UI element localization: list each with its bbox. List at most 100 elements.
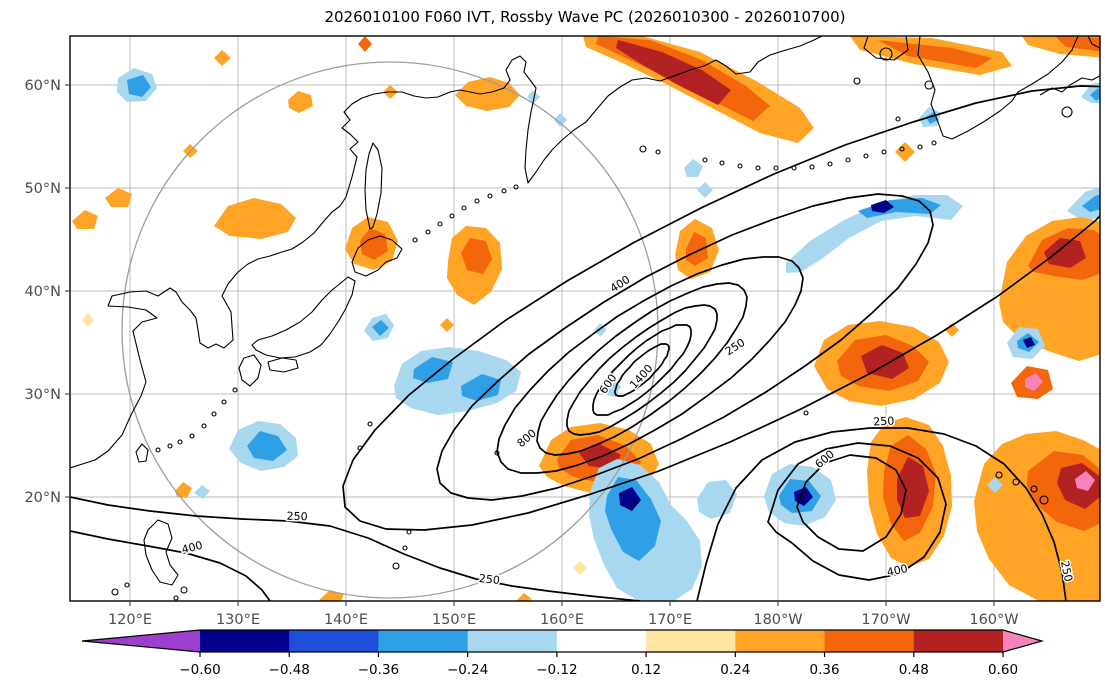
anomaly-region-dark_red: [861, 345, 909, 379]
ivt-contour-800: [536, 282, 748, 456]
anomaly-region-navy: [619, 487, 641, 511]
island: [449, 213, 455, 219]
island: [437, 221, 443, 227]
island: [189, 433, 195, 439]
anomaly-region-navy: [1023, 337, 1035, 348]
lat-tick-label: 40°N: [24, 284, 61, 300]
ivt-contour-600: [796, 454, 907, 552]
anomaly-region-orange: [288, 91, 313, 113]
colorbar-segment: [913, 630, 1004, 652]
anomaly-region-pale_blue: [697, 182, 713, 198]
shaded-anomaly-layer: [72, 36, 1100, 601]
coastline-layer: [70, 36, 1100, 601]
coastline: [267, 357, 299, 373]
island: [501, 188, 507, 194]
coastline: [251, 276, 356, 359]
anomaly-region-red: [461, 238, 492, 274]
anomaly-region-orange: [72, 210, 98, 229]
lon-tick-label: 120°E: [108, 612, 152, 628]
island: [177, 439, 183, 445]
colorbar-tick-label: −0.60: [179, 662, 220, 678]
anomaly-region-pale_yellow: [82, 313, 94, 327]
island: [853, 77, 861, 85]
colorbar-tick-label: 0.60: [988, 662, 1018, 678]
anomaly-region-red: [358, 36, 372, 52]
lat-tick-label: 20°N: [24, 490, 61, 506]
lon-tick-label: 170°W: [861, 612, 910, 628]
island: [232, 387, 238, 393]
anomaly-region-dark_red: [1044, 238, 1086, 268]
island: [702, 157, 708, 163]
coastline: [143, 519, 179, 586]
lon-tick-label: 170°E: [648, 612, 692, 628]
island: [124, 582, 130, 588]
anomaly-region-orange: [516, 593, 532, 601]
colorbar-under-arrow: [82, 630, 200, 652]
island: [755, 165, 761, 171]
lon-tick-label: 140°E: [324, 612, 368, 628]
colorbar-tick-label: −0.36: [358, 662, 399, 678]
island: [737, 163, 743, 169]
anomaly-region-orange: [440, 318, 454, 332]
island: [917, 144, 923, 150]
island: [995, 471, 1003, 479]
colorbar-tick-label: −0.12: [536, 662, 577, 678]
colorbar-segment: [735, 630, 826, 652]
island: [513, 184, 519, 190]
colorbar-tick-label: −0.24: [447, 662, 488, 678]
island: [180, 586, 188, 594]
coastline: [364, 142, 383, 230]
island: [827, 161, 833, 167]
island: [773, 165, 779, 171]
anomaly-region-blue: [247, 431, 287, 461]
anomaly-region-orange: [214, 198, 296, 239]
anomaly-region-pale_blue: [527, 90, 540, 104]
colorbar-tick-label: −0.48: [269, 662, 310, 678]
anomaly-region-pale_blue: [697, 480, 737, 519]
axis-layer: 120°E 130°E 140°E 150°E 160°E 170°E 180°W 170°W…: [24, 78, 1018, 628]
anomaly-region-dark_red: [616, 40, 731, 105]
anomaly-region-blue: [1082, 194, 1100, 212]
great-circle-ring: [121, 61, 659, 599]
island: [402, 545, 408, 551]
colorbar: −0.60 −0.48 −0.36 −0.24 −0.12 0.12 0.24 0.36 0.4…: [81, 629, 1045, 678]
coastline: [135, 443, 149, 463]
coastline: [351, 235, 403, 277]
ivt-contour-250: [696, 427, 1067, 601]
anomaly-region-orange: [455, 77, 520, 111]
island: [155, 447, 161, 453]
island: [803, 410, 809, 416]
chart-title: 2026010100 F060 IVT, Rossby Wave PC (202…: [324, 8, 846, 26]
island: [425, 229, 431, 235]
contour-label: 250: [478, 572, 500, 587]
coastline: [917, 36, 1079, 140]
anomaly-region-red: [1055, 36, 1100, 52]
coastline: [1039, 75, 1100, 96]
lon-tick-label: 160°E: [540, 612, 584, 628]
lon-tick-label: 130°E: [216, 612, 260, 628]
island: [1030, 485, 1038, 493]
island: [167, 443, 173, 449]
contour-label: 400: [886, 562, 909, 579]
anomaly-region-dark_red: [897, 457, 929, 518]
island: [931, 140, 937, 146]
colorbar-tick-label: 0.36: [810, 662, 840, 678]
ivt-contour-400: [436, 193, 934, 501]
anomaly-region-orange: [105, 188, 132, 207]
colorbar-segment: [289, 630, 379, 652]
island: [719, 160, 725, 166]
anomaly-region-pale_blue: [194, 485, 210, 499]
contour-label: 250: [286, 510, 307, 524]
colorbar-tick-label: 0.12: [631, 662, 661, 678]
island: [367, 421, 373, 427]
island: [1039, 495, 1049, 505]
island: [630, 501, 636, 507]
lon-tick-label: 150°E: [432, 612, 476, 628]
island: [845, 157, 851, 163]
island: [899, 146, 905, 152]
colorbar-segment: [467, 630, 558, 652]
island: [895, 116, 901, 122]
lat-tick-label: 60°N: [24, 78, 61, 94]
lat-tick-label: 30°N: [24, 387, 61, 403]
colorbar-segment: [556, 630, 647, 652]
